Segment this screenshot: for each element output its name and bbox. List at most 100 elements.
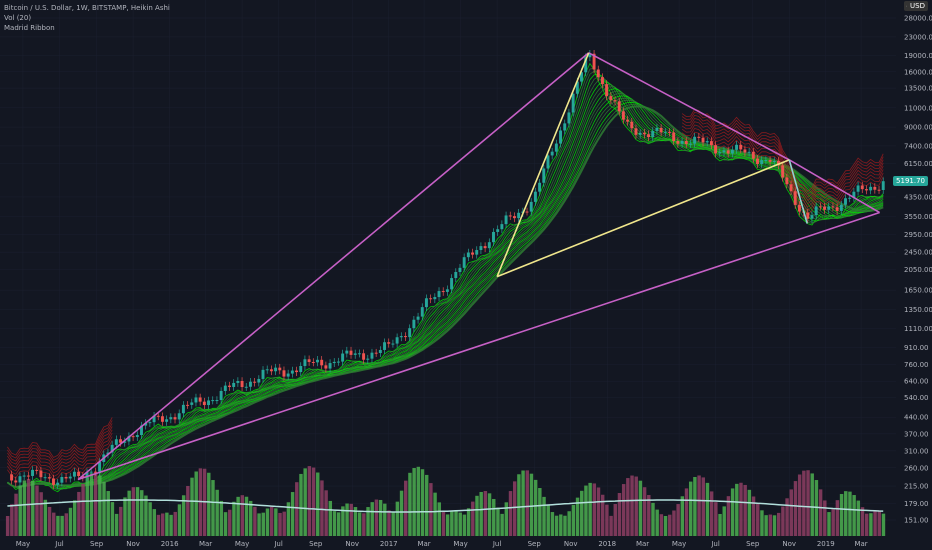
volume-bar: [609, 515, 613, 536]
candle-body: [286, 373, 290, 377]
volume-bar: [684, 488, 689, 536]
volume-bar: [156, 514, 161, 536]
price-tick-label: 151.00: [904, 517, 929, 525]
ribbon-line-bearish: [7, 417, 113, 459]
legend-symbol[interactable]: Bitcoin / U.S. Dollar, 1W, BITSTAMP, Hei…: [4, 4, 170, 12]
volume-bar: [705, 482, 710, 536]
price-axis[interactable]: 28000.00 23000.00 19000.00 16000.00 13500.00…: [904, 15, 932, 525]
volume-bar: [303, 468, 307, 536]
volume-bar: [64, 513, 69, 536]
candle-body: [56, 482, 60, 485]
candle-body: [110, 444, 114, 453]
candle-body: [709, 141, 713, 146]
candle-body: [730, 149, 734, 154]
badge-currency[interactable]: USD: [907, 1, 928, 11]
volume-bar: [295, 482, 299, 536]
candle-body: [844, 198, 847, 205]
trendline-descending[interactable]: [588, 52, 790, 161]
volume-bar: [370, 502, 374, 536]
volume-bar: [72, 500, 77, 536]
candle-body: [533, 191, 537, 202]
trendline-yellow-up[interactable]: [496, 52, 590, 277]
candle-body: [177, 413, 181, 420]
volume-bar: [47, 506, 52, 536]
price-tick-label: 4350.00: [904, 193, 932, 201]
candle-body: [215, 400, 219, 402]
candle-body: [864, 189, 868, 191]
time-tick-label: 2019: [817, 540, 835, 548]
time-tick-label: Mar: [417, 540, 430, 548]
volume-bar: [127, 490, 131, 536]
volume-bar: [366, 507, 370, 536]
volume-bar: [399, 490, 404, 536]
candle-body: [617, 101, 621, 112]
candle-body: [672, 132, 676, 142]
volume-bar: [135, 487, 140, 536]
trendline-upper[interactable]: [77, 52, 590, 481]
candle-body: [688, 143, 692, 145]
volume-bar: [433, 492, 437, 536]
candle-body: [202, 401, 206, 406]
volume-bar: [739, 482, 743, 536]
legend-volume[interactable]: Vol (20): [4, 14, 32, 22]
candle-body: [72, 471, 76, 477]
candle-body: [152, 415, 156, 423]
volume-bar: [789, 489, 793, 536]
trendline-lower[interactable]: [77, 211, 880, 481]
candle-body: [295, 370, 299, 373]
volume-bar: [554, 515, 559, 536]
volume-bar: [269, 506, 274, 536]
candle-body: [290, 370, 294, 374]
trendline-right[interactable]: [788, 159, 881, 214]
candle-body: [190, 402, 194, 405]
price-tick-label: 760.00: [904, 361, 929, 369]
volume-bar: [559, 514, 563, 536]
candle-body: [395, 337, 399, 344]
volume-bar: [793, 481, 798, 536]
candle-body: [10, 474, 14, 481]
volume-bar: [864, 513, 869, 536]
candle-body: [512, 216, 516, 219]
price-tick-label: 23000.00: [904, 33, 932, 41]
legend-ribbon[interactable]: Madrid Ribbon: [4, 24, 55, 32]
trendlines[interactable]: [77, 52, 881, 481]
time-tick-label: Mar: [636, 540, 649, 548]
volume-bar: [797, 474, 802, 536]
volume-bar: [278, 512, 282, 536]
candle-body: [621, 111, 625, 120]
volume-bar: [517, 474, 521, 536]
volume-bar: [873, 510, 877, 536]
volume-bar: [85, 477, 89, 536]
volume-bar: [471, 501, 475, 536]
time-tick-label: Nov: [345, 540, 359, 548]
candle-body: [772, 160, 776, 162]
time-axis[interactable]: May Jul Sep Nov 2016 Mar May Jul Sep Nov 2017 Mar Ma…: [16, 540, 868, 548]
trendline-yellow-flat[interactable]: [496, 159, 790, 278]
ribbon-line-bearish: [681, 111, 884, 195]
volume-bar: [680, 496, 685, 536]
candle-body: [550, 151, 554, 156]
candle-body: [31, 469, 35, 476]
candle-body: [370, 352, 374, 359]
volume-bar: [735, 483, 739, 536]
volume-bar: [349, 503, 353, 536]
volume-bar: [647, 495, 651, 536]
volume-bar: [336, 512, 341, 536]
volume-bar: [194, 471, 198, 536]
volume-bar: [374, 499, 379, 536]
candle-body: [77, 471, 81, 476]
candle-body: [316, 359, 319, 363]
price-tick-label: 440.00: [904, 414, 929, 422]
ribbon-line: [7, 70, 884, 490]
candle-body: [647, 134, 651, 138]
volume-bar: [571, 504, 576, 536]
volume-bar: [10, 504, 14, 536]
volume-bar: [827, 512, 831, 536]
trendline-cyan[interactable]: [788, 159, 808, 224]
volume-bar: [810, 473, 814, 536]
volume-bar: [881, 513, 886, 536]
volume-bar: [688, 481, 693, 536]
candle-body: [756, 158, 759, 165]
price-tick-label: 16000.00: [904, 68, 932, 76]
